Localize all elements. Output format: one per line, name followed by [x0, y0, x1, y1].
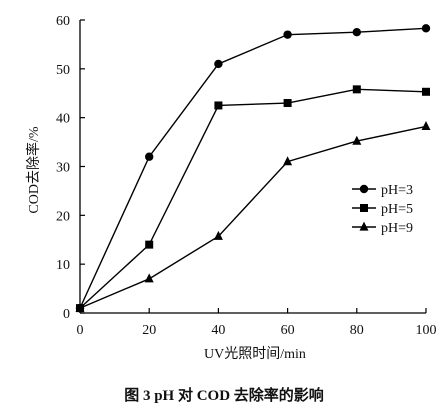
legend: pH=3 pH=5 pH=9 — [352, 183, 413, 236]
data-point — [144, 273, 154, 283]
x-tick-label: 100 — [416, 323, 437, 338]
figure-caption: 图 3 pH 对 COD 去除率的影响 — [124, 386, 324, 404]
legend-marker — [360, 204, 368, 212]
data-point — [213, 230, 223, 240]
x-tick-label: 20 — [142, 323, 156, 338]
data-point — [422, 87, 430, 96]
series-line — [79, 125, 427, 309]
y-tick-label: 50 — [56, 63, 70, 78]
y-axis-title: COD去除率/% — [25, 126, 42, 213]
y-tick-label: 10 — [56, 258, 70, 273]
legend-item: pH=5 — [352, 202, 413, 217]
x-tick-label: 40 — [211, 323, 225, 338]
legend-label: pH=3 — [381, 183, 413, 198]
data-point — [145, 152, 154, 161]
data-point — [352, 28, 361, 37]
data-point — [75, 302, 85, 312]
y-tick-label: 20 — [56, 209, 70, 224]
y-axis-ticks: 0 10 20 30 40 50 60 — [56, 14, 85, 322]
y-tick-label: 40 — [56, 112, 70, 127]
data-point — [352, 135, 362, 145]
x-tick-label: 80 — [350, 323, 364, 338]
data-point — [283, 156, 293, 166]
data-point — [352, 85, 361, 94]
data-point — [214, 101, 223, 110]
legend-label: pH=5 — [381, 202, 413, 217]
legend-label: pH=9 — [381, 221, 413, 236]
x-tick-label: 60 — [281, 323, 295, 338]
data-point — [283, 99, 292, 108]
x-axis-title: UV光照时间/min — [204, 346, 306, 362]
data-point — [283, 30, 292, 39]
series-layer — [75, 24, 431, 313]
legend-marker — [359, 221, 369, 231]
y-tick-label: 30 — [56, 161, 70, 176]
series-line — [79, 27, 427, 309]
data-point — [145, 240, 154, 249]
axes — [79, 20, 426, 314]
legend-marker — [359, 184, 369, 194]
y-tick-label: 0 — [63, 307, 70, 322]
data-point — [214, 59, 223, 69]
series-3 — [75, 121, 431, 312]
x-axis-ticks: 0 20 40 60 80 100 — [77, 308, 437, 338]
legend-item: pH=9 — [352, 221, 413, 236]
x-tick-label: 0 — [77, 323, 84, 338]
data-point — [421, 121, 431, 131]
legend-item: pH=3 — [352, 183, 413, 198]
data-point — [421, 24, 431, 33]
series-1 — [75, 24, 431, 313]
y-tick-label: 60 — [56, 14, 70, 29]
series-line — [79, 88, 427, 309]
